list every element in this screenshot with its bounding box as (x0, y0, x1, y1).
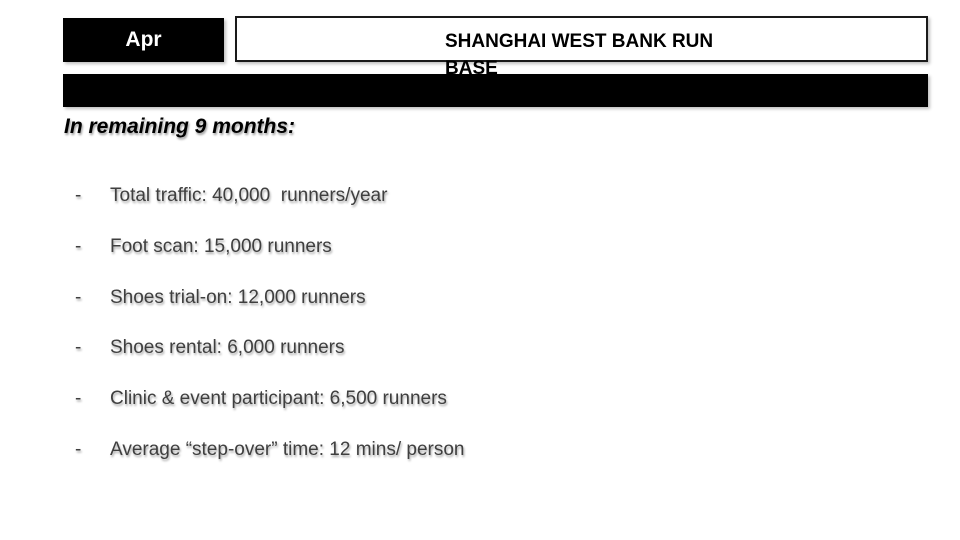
dash-bullet-marker: - (75, 185, 82, 206)
list-item-text: Total traffic: 40,000 runners/year (110, 185, 388, 206)
month-label: Apr (125, 28, 162, 51)
dash-bullet-marker: - (75, 337, 82, 359)
month-tab: Apr (63, 18, 224, 62)
dash-bullet-marker: - (75, 235, 82, 257)
list-item: - Average “step-over” time: 12 mins/ per… (75, 437, 464, 488)
list-item-text: Average “step-over” time: 12 mins/ perso… (110, 438, 465, 460)
list-item: - Shoes trial-on: 12,000 runners (75, 285, 464, 336)
list-item: - Total traffic: 40,000 runners/year (75, 183, 464, 234)
dash-bullet-marker: - (75, 388, 82, 410)
list-item-text: Shoes rental: 6,000 runners (110, 337, 345, 359)
section-heading: In remaining 9 months: (64, 115, 296, 138)
divider-bar (63, 74, 928, 107)
dash-bullet-marker: - (75, 286, 82, 308)
list-item-text: Foot scan: 15,000 runners (110, 235, 332, 257)
list-item-text: Clinic & event participant: 6,500 runner… (110, 388, 447, 410)
list-item: - Shoes rental: 6,000 runners (75, 335, 464, 386)
bullet-list: - Total traffic: 40,000 runners/year - F… (75, 183, 464, 488)
list-item-text: Shoes trial-on: 12,000 runners (110, 286, 366, 308)
list-item: - Clinic & event participant: 6,500 runn… (75, 386, 464, 437)
title-box: SHANGHAI WEST BANK RUN BASE (235, 16, 928, 79)
dash-bullet-marker: - (75, 438, 82, 460)
list-item: - Foot scan: 15,000 runners (75, 234, 464, 285)
slide-title: SHANGHAI WEST BANK RUN BASE (445, 31, 714, 79)
